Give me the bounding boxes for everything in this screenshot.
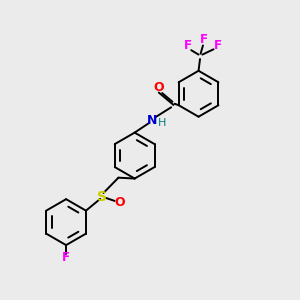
Text: H: H — [158, 118, 166, 128]
Text: F: F — [214, 39, 222, 52]
Text: F: F — [184, 39, 192, 52]
Text: F: F — [200, 33, 208, 46]
Text: S: S — [97, 190, 107, 204]
Text: O: O — [153, 81, 164, 94]
Text: F: F — [62, 251, 70, 264]
Text: O: O — [115, 196, 125, 208]
Text: N: N — [147, 114, 158, 127]
